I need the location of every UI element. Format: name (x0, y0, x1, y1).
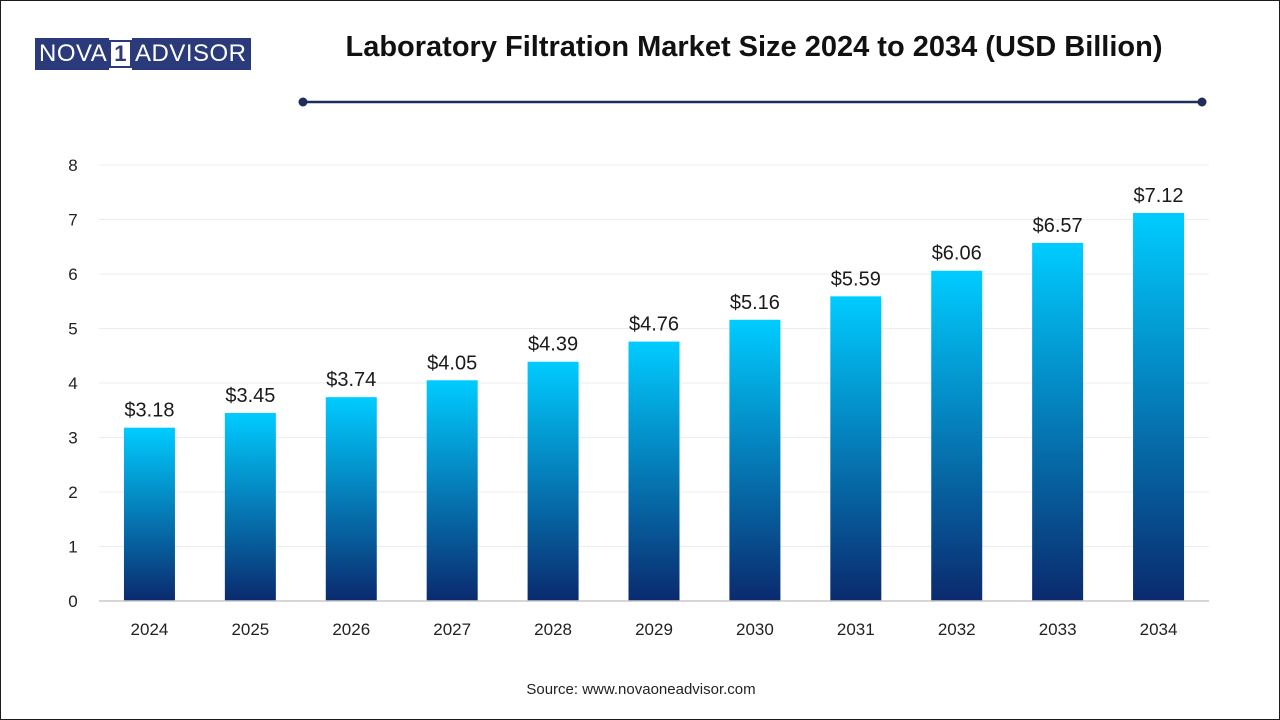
y-tick-label: 2 (68, 483, 77, 502)
chart-title: Laboratory Filtration Market Size 2024 t… (345, 31, 1163, 63)
x-tick-label: 2027 (433, 620, 471, 639)
bar (1133, 212, 1185, 601)
y-tick-label: 6 (68, 265, 77, 284)
bar-value-label: $4.76 (629, 314, 679, 336)
logo-text-advisor: ADVISOR (131, 38, 251, 70)
x-tick-label: 2030 (736, 620, 774, 639)
logo-text-one: 1 (109, 40, 132, 68)
bar-value-label: $7.12 (1134, 185, 1184, 207)
x-tick-label: 2025 (231, 620, 269, 639)
bar (123, 427, 175, 601)
x-tick-label: 2024 (131, 620, 169, 639)
y-tick-label: 5 (68, 320, 77, 339)
bar (931, 270, 983, 601)
bar (527, 361, 579, 601)
y-tick-label: 7 (68, 211, 77, 230)
x-tick-label: 2033 (1039, 620, 1077, 639)
underline-right-dot (1197, 97, 1207, 107)
bar-value-label: $6.57 (1033, 215, 1083, 237)
underline-left-dot (298, 97, 308, 107)
y-tick-label: 1 (68, 538, 77, 557)
x-tick-label: 2029 (635, 620, 673, 639)
bar-value-label: $4.39 (528, 334, 578, 356)
bar-value-labels: $3.18 $3.45 $3.74 $4.05 $4.39 $4.76 $5.16 $5.59… (124, 185, 1183, 422)
y-tick-label: 8 (68, 156, 77, 175)
brand-logo: NOVA 1 ADVISOR (35, 38, 251, 70)
bar-value-label: $5.59 (831, 268, 881, 290)
x-tick-label: 2032 (938, 620, 976, 639)
y-tick-label: 3 (68, 429, 77, 448)
bar-value-label: $3.45 (225, 385, 275, 407)
x-tick-label: 2031 (837, 620, 875, 639)
bar-value-label: $6.06 (932, 243, 982, 265)
bars (123, 212, 1185, 601)
bar (729, 319, 781, 601)
bar-value-label: $3.18 (124, 400, 174, 422)
title-underline (298, 97, 1207, 107)
bar (224, 412, 276, 601)
x-tick-label: 2026 (332, 620, 370, 639)
y-tick-label: 4 (68, 374, 77, 393)
y-tick-label: 0 (68, 592, 77, 611)
x-tick-label: 2034 (1140, 620, 1178, 639)
bar (830, 296, 882, 601)
bar-value-label: $4.05 (427, 352, 477, 374)
x-tick-label: 2028 (534, 620, 572, 639)
source-note: Source: www.novaoneadvisor.com (526, 681, 756, 698)
y-axis-tick-labels: 0 1 2 3 4 5 6 7 8 (68, 156, 77, 611)
bar-value-label: $5.16 (730, 292, 780, 314)
logo-text-nova: NOVA (35, 38, 110, 70)
bar (426, 380, 478, 601)
bar (325, 397, 377, 601)
bar-value-label: $3.74 (326, 369, 376, 391)
bar (628, 341, 680, 601)
bar (1032, 242, 1084, 601)
x-axis-tick-labels: 2024 2025 2026 2027 2028 2029 2030 2031 2032 2033… (131, 620, 1178, 639)
